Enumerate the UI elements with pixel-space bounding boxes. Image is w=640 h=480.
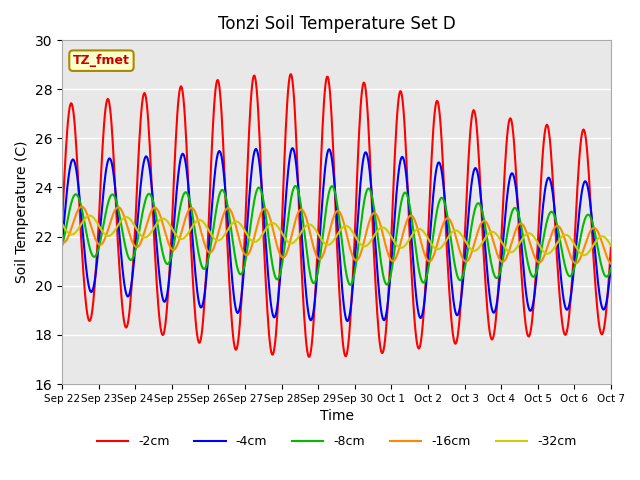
Y-axis label: Soil Temperature (C): Soil Temperature (C) [15,141,29,283]
Text: TZ_fmet: TZ_fmet [73,54,130,67]
X-axis label: Time: Time [319,409,353,423]
Title: Tonzi Soil Temperature Set D: Tonzi Soil Temperature Set D [218,15,456,33]
Legend: -2cm, -4cm, -8cm, -16cm, -32cm: -2cm, -4cm, -8cm, -16cm, -32cm [92,431,581,454]
